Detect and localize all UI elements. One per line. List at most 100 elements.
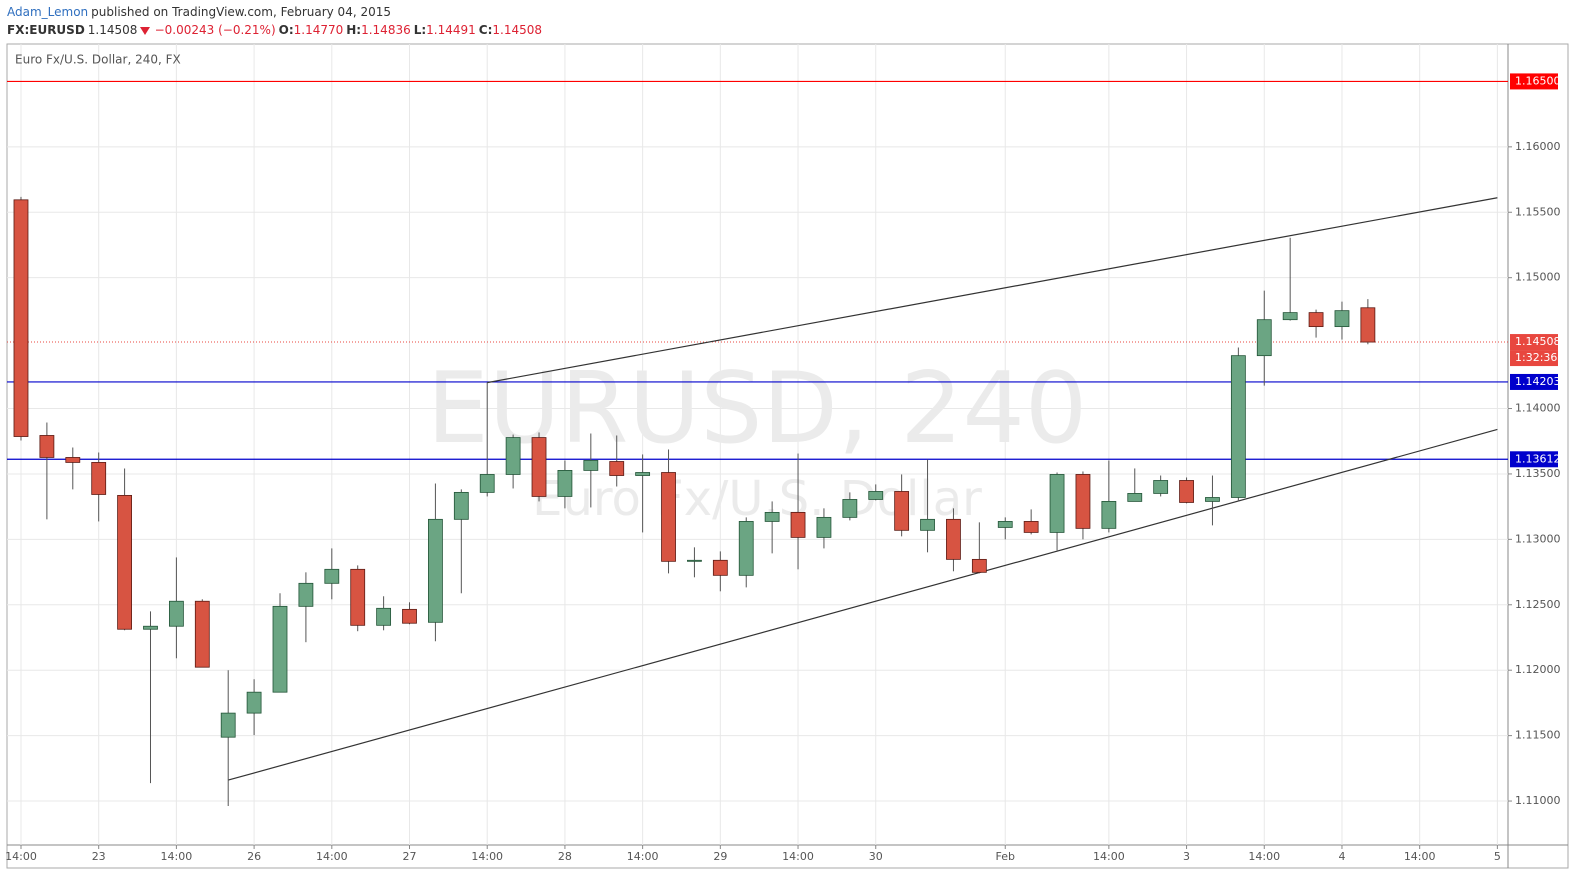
last: 1.14508 [87, 23, 138, 37]
candle-body [764, 512, 780, 522]
x-tick-label: 14:00 [471, 850, 503, 863]
x-tick-label: 14:00 [1404, 850, 1436, 863]
candle-body [13, 199, 29, 437]
candle-body [246, 691, 262, 714]
candle-body [39, 435, 55, 458]
chart-frame [6, 43, 1569, 869]
candle-body [505, 437, 521, 475]
candle-body [687, 559, 702, 562]
x-tick-label: Feb [996, 850, 1015, 863]
symbol: FX:EURUSD [7, 23, 85, 37]
x-tick-label: 23 [92, 850, 106, 863]
horizontal-line-label-box [1510, 451, 1558, 468]
candle-body [1334, 310, 1350, 328]
trend-line [228, 428, 1498, 781]
candle-body [842, 499, 858, 518]
horizontal-line-label: 1.13612 [1515, 452, 1561, 465]
candle-body [738, 521, 754, 576]
watermark-symbol: EURUSD, 240 [427, 352, 1088, 466]
trend-line [487, 197, 1498, 384]
x-tick-label: 28 [558, 850, 572, 863]
candle-body [557, 470, 573, 497]
x-tick-label: 14:00 [5, 850, 37, 863]
candle-body [790, 512, 806, 538]
candle-body [1205, 497, 1220, 502]
horizontal-line-label-box [1510, 373, 1558, 390]
last-price-label: 1.14508 [1515, 335, 1561, 348]
author[interactable]: Adam_Lemon [7, 5, 89, 19]
x-tick-label: 3 [1183, 850, 1190, 863]
candle-body [1075, 474, 1091, 529]
x-tick-label: 14:00 [161, 850, 193, 863]
countdown-label-box [1510, 350, 1558, 367]
candle-body [868, 491, 884, 500]
x-tick-label: 29 [713, 850, 727, 863]
candle-body [1230, 355, 1246, 498]
quote-row: FX:EURUSD 1.14508 −0.00243 (−0.21%) O:1.14… [7, 21, 548, 39]
y-tick-label: 1.15000 [1515, 271, 1561, 284]
ohlc-value: 1.14491 [426, 23, 476, 37]
candle-body [143, 625, 158, 630]
candle-body [816, 516, 832, 538]
x-tick-label: 14:00 [627, 850, 659, 863]
candle-body [583, 460, 599, 471]
candle-body [712, 559, 728, 576]
last-price-label-box [1510, 334, 1558, 351]
horizontal-line-label-box [1510, 73, 1558, 90]
chart-title: Euro Fx/U.S. Dollar, 240, FX [15, 53, 181, 67]
candle-body [168, 600, 184, 627]
horizontal-line-label: 1.14203 [1515, 375, 1561, 388]
ohlc-value: 1.14770 [293, 23, 344, 37]
candle-body [117, 494, 132, 630]
candle-body [635, 472, 651, 476]
y-tick-label: 1.15500 [1515, 205, 1561, 218]
header: Adam_Lemon published on TradingView.com, … [7, 3, 548, 39]
countdown-label: 1:32:36 [1515, 351, 1557, 364]
x-tick-label: 14:00 [1093, 850, 1125, 863]
down-arrow [140, 26, 151, 35]
candle-body [1308, 312, 1324, 328]
candle-body [894, 491, 910, 531]
y-tick-label: 1.13000 [1515, 532, 1561, 545]
y-tick-label: 1.14000 [1515, 402, 1561, 415]
ohlc-value: 1.14836 [361, 23, 411, 37]
ohlc: O:1.14770 H:1.14836 L:1.14491 C:1.14508 [279, 23, 545, 37]
ohlc-key: O: [278, 23, 294, 37]
candle-body [1179, 480, 1194, 503]
candle-body [350, 568, 366, 626]
candle-body [1282, 312, 1298, 321]
ohlc-value: 1.14508 [492, 23, 543, 37]
candle-body [609, 461, 625, 476]
x-tick-label: 14:00 [1248, 850, 1280, 863]
candle-body [402, 608, 417, 624]
candle-body [1256, 319, 1272, 357]
candle-body [479, 474, 495, 493]
candle-body [298, 582, 314, 607]
candle-body [1101, 501, 1117, 529]
y-tick-label: 1.11500 [1515, 729, 1561, 742]
x-tick-label: 27 [403, 850, 417, 863]
y-tick-label: 1.13500 [1515, 467, 1561, 480]
candle-body [531, 437, 547, 497]
ohlc-key: H: [346, 23, 362, 37]
candle-body [1023, 521, 1039, 533]
plot [7, 80, 1508, 807]
ohlc-key: L: [413, 23, 427, 37]
candle-body [272, 605, 288, 693]
x-tick-label: 4 [1338, 850, 1345, 863]
candle-body [920, 518, 935, 531]
y-tick-label: 1.12500 [1515, 598, 1561, 611]
x-tick-label: 26 [247, 850, 261, 863]
y-tick-label: 1.11000 [1515, 794, 1561, 807]
change: −0.00243 (−0.21%) [154, 23, 276, 37]
horizontal-line-label: 1.16500 [1515, 74, 1561, 87]
candle-body [65, 457, 81, 463]
watermark-description: Euro Fx/U.S. Dollar [532, 471, 982, 527]
candle-body [971, 558, 987, 573]
candle-body [324, 568, 340, 584]
y-tick-label: 1.12000 [1515, 663, 1561, 676]
ohlc-key: C: [478, 23, 493, 37]
candle-body [91, 462, 107, 495]
